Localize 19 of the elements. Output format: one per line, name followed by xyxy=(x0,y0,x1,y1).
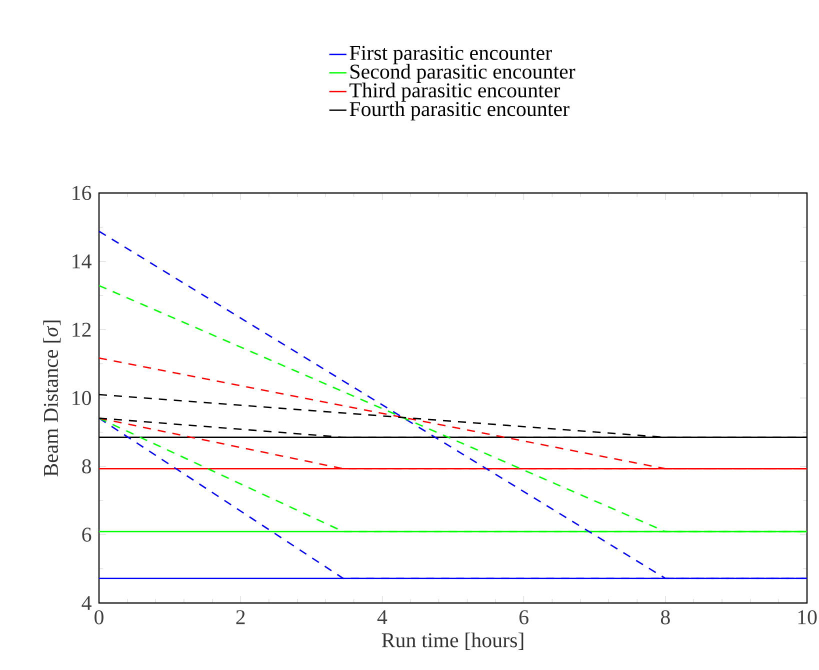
legend-label: Third parasitic encounter xyxy=(349,82,560,102)
x-tick-label: 8 xyxy=(660,610,670,624)
x-tick-label: 6 xyxy=(519,610,528,624)
y-tick-label: 16 xyxy=(72,186,92,200)
y-axis-title: Beam Distance [σ] xyxy=(43,320,61,476)
y-tick-label: 8 xyxy=(82,459,92,474)
x-tick-label: 2 xyxy=(236,610,245,624)
y-tick-label: 6 xyxy=(82,528,92,542)
y-tick-label: 10 xyxy=(72,390,92,406)
legend-label: Fourth parasitic encounter xyxy=(350,101,570,120)
x-tick-label: 4 xyxy=(377,610,388,624)
x-tick-label: 0 xyxy=(94,610,104,624)
x-axis-title: Run time [hours] xyxy=(382,632,524,650)
legend-label: First parasitic encounter xyxy=(350,46,552,64)
y-tick-label: 12 xyxy=(72,322,91,337)
x-tick-label: 10 xyxy=(798,610,817,624)
y-tick-label: 14 xyxy=(72,254,92,268)
legend-label: Second parasitic encounter xyxy=(350,64,576,83)
y-tick-label: 4 xyxy=(82,596,92,610)
